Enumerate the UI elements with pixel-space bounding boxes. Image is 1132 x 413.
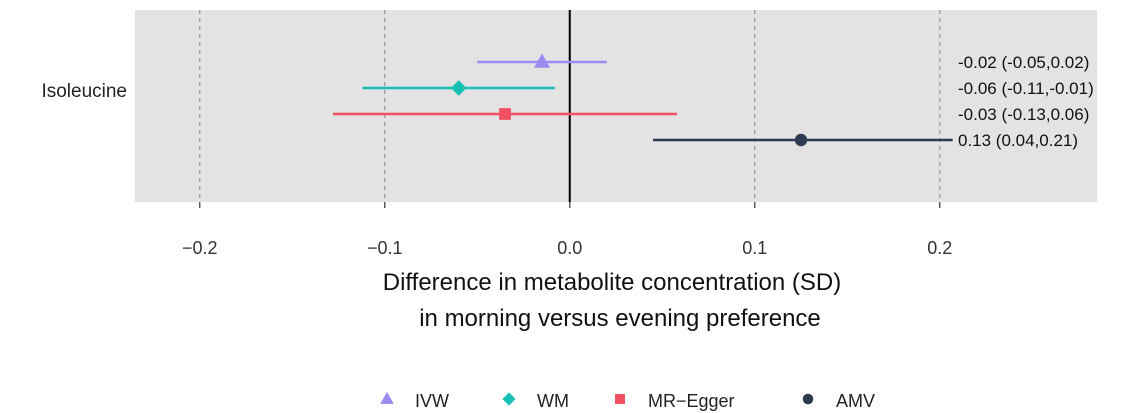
legend: IVW WM MR−Egger AMV <box>380 391 875 411</box>
category-label: Isoleucine <box>41 81 127 102</box>
legend-label: MR−Egger <box>648 391 735 411</box>
series-circle <box>653 133 953 147</box>
legend-key-circle <box>802 393 814 405</box>
legend-label: WM <box>537 391 569 411</box>
series-square <box>332 108 678 120</box>
legend-item: MR−Egger <box>615 391 735 411</box>
x-tick-label: −0.2 <box>182 238 218 258</box>
x-tick-label: 0.1 <box>742 238 767 258</box>
legend-key-square <box>615 394 625 404</box>
legend-label: IVW <box>415 391 449 411</box>
x-tick-label: −0.1 <box>367 238 403 258</box>
legend-key-diamond <box>502 392 516 406</box>
series-layer <box>332 53 953 147</box>
x-axis-title-line-1: Difference in metabolite concentration (… <box>383 269 841 296</box>
estimate-annotation: -0.06 (-0.11,-0.01) <box>958 79 1094 98</box>
series-triangle <box>477 53 607 68</box>
legend-item: IVW <box>380 391 449 411</box>
point-estimate-marker <box>794 133 808 147</box>
x-axis-title-line-2: in morning versus evening preference <box>419 305 821 332</box>
estimate-annotation: -0.03 (-0.13,0.06) <box>958 105 1089 124</box>
grid-lines <box>199 10 941 202</box>
estimate-annotation: 0.13 (0.04,0.21) <box>958 131 1078 150</box>
x-axis-ticks: −0.2 −0.1 0.0 0.1 0.2 <box>182 202 952 258</box>
x-tick-label: 0.2 <box>927 238 952 258</box>
estimate-annotations: -0.02 (-0.05,0.02) -0.06 (-0.11,-0.01) -0.… <box>958 53 1094 150</box>
x-tick-label: 0.0 <box>557 238 582 258</box>
series-diamond <box>362 80 555 96</box>
point-estimate-marker <box>499 108 511 120</box>
estimate-annotation: -0.02 (-0.05,0.02) <box>958 53 1089 72</box>
point-estimate-marker <box>533 53 551 68</box>
legend-label: AMV <box>836 391 875 411</box>
point-estimate-marker <box>450 80 467 96</box>
legend-item: WM <box>502 391 569 411</box>
legend-item: AMV <box>802 391 875 411</box>
plot-panel <box>135 10 1097 202</box>
legend-key-triangle <box>380 391 394 404</box>
